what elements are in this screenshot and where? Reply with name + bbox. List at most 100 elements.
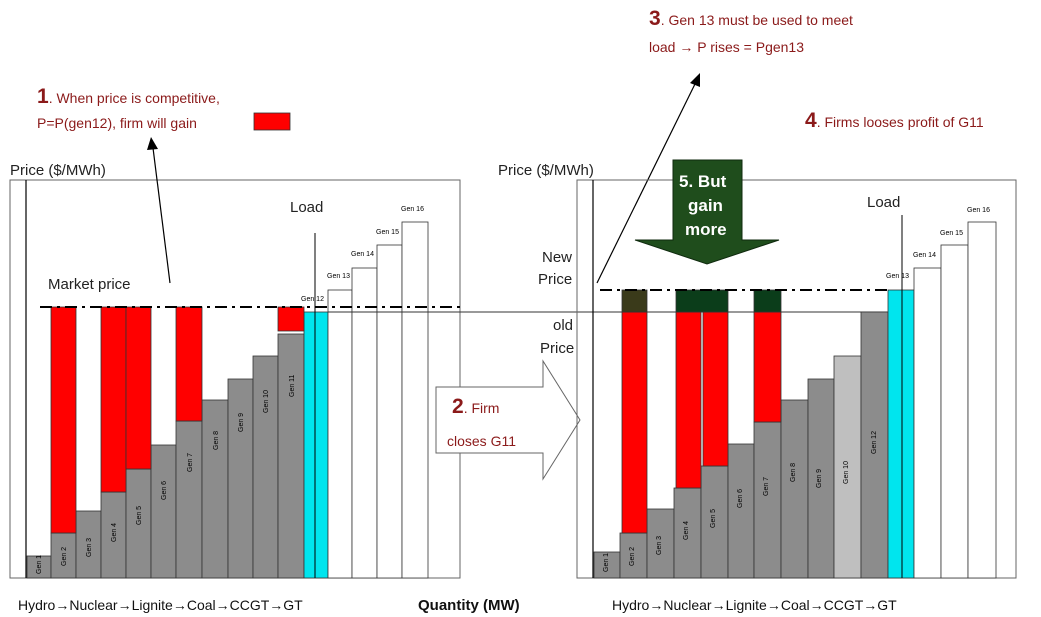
left-chart: Price ($/MWh): [9, 162, 461, 613]
right-gen-label-8: Gen 8: [790, 463, 797, 482]
annotation-1-arrowhead: [147, 137, 158, 150]
right-gen-label-12: Gen 12: [871, 431, 878, 454]
right-gen-label-7: Gen 7: [763, 477, 770, 496]
right-extra-gain-gen7: [753, 289, 782, 313]
left-bar-gen2: [50, 532, 77, 579]
right-bar-gen13: [887, 289, 915, 579]
left-gen-label-8: Gen 8: [213, 431, 220, 450]
left-gen-label-5: Gen 5: [136, 506, 143, 525]
annotation-2: 2. Firm closes G11: [435, 359, 581, 481]
right-bar-gen10: [833, 355, 862, 579]
right-extra-gain-gen4-5: [675, 289, 729, 313]
left-bar-gen16: [401, 221, 429, 579]
right-gen-label-3: Gen 3: [656, 536, 663, 555]
right-old-price-label-1: old: [553, 317, 573, 334]
left-bar-gen6: [150, 444, 177, 579]
right-bar-gen16: [967, 221, 997, 579]
left-bar-gen11: [277, 333, 305, 579]
left-bar-gen3: [75, 510, 102, 579]
right-bar-gen12: [860, 311, 889, 579]
annotation-1-arrow: [152, 147, 171, 284]
left-load-label: Load: [290, 199, 323, 216]
annotation-4: 4. Firms looses profit of G11: [805, 109, 984, 132]
right-old-price-label-2: Price: [540, 340, 574, 357]
left-x-axis-label: Hydro→Nuclear→Lignite→Coal→CCGT→GT: [18, 597, 303, 613]
annotation-3: 3. Gen 13 must be used to meet load → P …: [596, 7, 853, 284]
left-profit-bars: [50, 306, 305, 534]
left-bar-gen15: [376, 244, 403, 579]
right-bar-gen8: [780, 399, 809, 579]
right-profit-gen5: [702, 311, 729, 467]
right-extra-gain-gen2: [621, 289, 648, 313]
annotation-1-red-swatch: [253, 112, 291, 131]
right-gen-label-10: Gen 10: [843, 461, 850, 484]
annotation-3-arrowhead: [690, 73, 700, 87]
left-gen-label-16: Gen 16: [401, 206, 424, 213]
annotation-5-line2: gain: [688, 196, 723, 215]
left-profit-gen2: [50, 306, 77, 534]
annotation-5-line1: 5. But: [679, 172, 727, 191]
left-generator-labels: Gen 1 Gen 2 Gen 3 Gen 4 Gen 5 Gen 6 Gen …: [36, 206, 424, 574]
left-profit-gen5: [125, 306, 152, 470]
left-gen-label-1: Gen 1: [36, 555, 43, 574]
left-bar-gen9: [227, 378, 254, 579]
right-gen-label-2: Gen 2: [629, 547, 636, 566]
right-profit-gen7: [753, 311, 782, 423]
left-gen-label-4: Gen 4: [111, 523, 118, 542]
annotation-5-arrow-shape: [634, 159, 780, 265]
left-profit-gen7: [175, 306, 203, 422]
left-profit-gen4: [100, 306, 127, 493]
left-y-axis-label: Price ($/MWh): [10, 162, 106, 179]
right-x-axis-label: Hydro→Nuclear→Lignite→Coal→CCGT→GT: [612, 597, 897, 613]
right-gen-label-6: Gen 6: [737, 489, 744, 508]
left-bar-gen8: [201, 399, 229, 579]
right-bar-gen14: [913, 267, 942, 579]
right-profit-bars: [621, 289, 782, 534]
left-gen-label-6: Gen 6: [161, 481, 168, 500]
right-bar-gen2: [619, 532, 648, 579]
annotation-3-arrow: [596, 83, 696, 284]
left-gen-label-14: Gen 14: [351, 251, 374, 258]
annotation-3-line2: load → P rises = Pgen13: [649, 39, 804, 55]
left-market-price-label: Market price: [48, 276, 131, 293]
right-bar-gen1: [593, 551, 621, 579]
annotation-1-line1: 1. When price is competitive,: [37, 85, 220, 108]
left-gen-label-11: Gen 11: [289, 374, 296, 397]
right-bar-gen15: [940, 244, 969, 579]
left-gen-label-15: Gen 15: [376, 229, 399, 236]
left-bar-gen14: [351, 267, 378, 579]
right-bar-gen9: [807, 378, 835, 579]
right-bar-gen6: [727, 443, 755, 579]
right-gen-label-14: Gen 14: [913, 252, 936, 259]
right-profit-gen4: [675, 311, 702, 489]
left-gen-label-9: Gen 9: [238, 413, 245, 432]
left-gen-label-7: Gen 7: [187, 453, 194, 472]
left-bar-gen7: [175, 420, 203, 579]
left-generator-bars: [26, 221, 429, 579]
left-gen-label-3: Gen 3: [86, 538, 93, 557]
annotation-2-arrow-shape: [435, 359, 581, 481]
right-bar-gen3: [646, 508, 675, 579]
annotation-3-line1: 3. Gen 13 must be used to meet: [649, 7, 853, 30]
annotation-5-line3: more: [685, 220, 727, 239]
left-gen-label-10: Gen 10: [263, 390, 270, 413]
left-bar-gen13: [327, 289, 353, 579]
right-y-axis-label: Price ($/MWh): [498, 162, 594, 179]
annotation-2-line1: 2. Firm: [452, 395, 499, 418]
right-gen-label-9: Gen 9: [816, 469, 823, 488]
annotation-1-line2: P=P(gen12), firm will gain: [37, 115, 197, 131]
left-gen-label-2: Gen 2: [61, 547, 68, 566]
quantity-label: Quantity (MW): [418, 597, 520, 614]
right-generator-bars: [593, 221, 997, 579]
annotation-1: 1. When price is competitive, P=P(gen12)…: [37, 85, 291, 284]
right-gen-label-5: Gen 5: [710, 509, 717, 528]
right-gen-label-16: Gen 16: [967, 207, 990, 214]
right-new-price-label-2: Price: [538, 271, 572, 288]
right-gen-label-15: Gen 15: [940, 230, 963, 237]
left-profit-gen11: [277, 306, 305, 332]
right-bar-gen7: [753, 421, 782, 579]
right-new-price-label-1: New: [542, 249, 572, 266]
right-profit-gen2: [621, 311, 648, 534]
right-bar-gen4: [673, 487, 702, 579]
